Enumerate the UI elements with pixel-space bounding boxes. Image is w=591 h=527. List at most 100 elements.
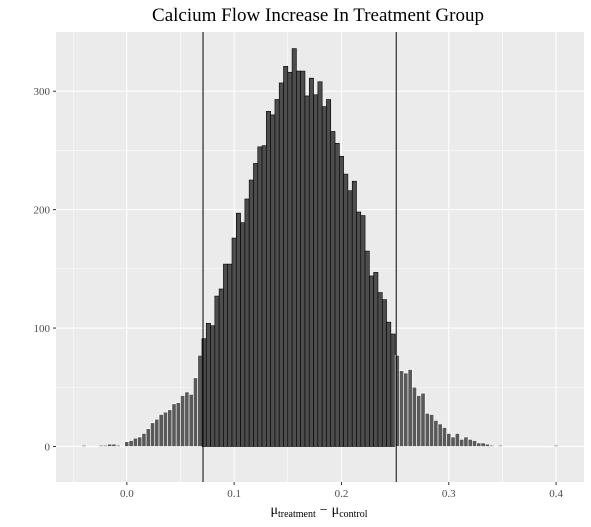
histogram-bar-interval: [244, 198, 250, 447]
y-axis-ticks: 0 100 200 300: [34, 86, 56, 453]
histogram-bar-interval: [351, 180, 357, 447]
x-tick-label: 0.3: [442, 488, 456, 500]
histogram-bar-tail: [141, 433, 147, 447]
histogram-bar-tail: [403, 372, 409, 447]
histogram-bar-tail: [536, 446, 542, 448]
histogram-bar-interval: [210, 325, 216, 447]
histogram-bar-tail: [472, 440, 477, 447]
histogram-bar-tail: [463, 436, 469, 447]
histogram-bar-tail: [407, 369, 413, 447]
histogram-bar-tail: [420, 392, 426, 447]
x-axis-label-symbol-2: μ: [332, 503, 340, 518]
histogram-bar-interval: [235, 212, 241, 447]
x-axis-label-subscript-treatment: treatment: [278, 509, 316, 520]
histogram-bar-interval: [257, 146, 263, 447]
histogram-bar-tail: [150, 422, 156, 447]
histogram-bar-interval: [214, 295, 220, 447]
histogram-bar-tail: [532, 446, 538, 448]
histogram-bar-tail: [411, 386, 417, 447]
histogram-bar-interval: [369, 275, 374, 447]
chart-title: Calcium Flow Increase In Treatment Group: [152, 5, 484, 26]
histogram-bar-tail: [467, 439, 473, 447]
histogram-bar-tail: [115, 444, 121, 447]
x-axis-label-operator: −: [320, 503, 328, 518]
histogram-bar-tail: [519, 446, 525, 448]
reference-lines: [202, 32, 397, 482]
histogram-bar-tail: [175, 402, 181, 447]
histogram-bar-interval: [300, 70, 306, 447]
histogram-bar-tail: [540, 446, 546, 448]
histogram-bar-tail: [442, 427, 447, 447]
histogram-bar-tail: [489, 444, 495, 447]
histogram-bar-tail: [120, 446, 125, 448]
x-tick-label: 0.0: [120, 488, 134, 500]
histogram-bar-tail: [523, 446, 529, 448]
y-tick-label: 0: [45, 441, 51, 453]
x-axis-label: μtreatment − μcontrol: [270, 503, 367, 520]
histogram-bar-tail: [553, 444, 559, 447]
histogram-bar-interval: [291, 48, 297, 447]
histogram-bar-interval: [261, 145, 267, 447]
histogram-bar-interval: [377, 292, 383, 447]
histogram-bar-interval: [381, 299, 387, 447]
histogram-bar-tail: [437, 423, 443, 447]
histogram-bar-interval: [283, 66, 289, 447]
y-tick-label: 200: [34, 205, 51, 217]
histogram-bar-tail: [98, 444, 104, 447]
histogram-bar-interval: [205, 323, 211, 447]
histogram-bar-tail: [180, 395, 186, 447]
histogram-bar-interval: [270, 114, 276, 447]
x-tick-label: 0.1: [227, 488, 241, 500]
histogram-bar-interval: [218, 288, 224, 447]
histogram-bar-tail: [515, 446, 520, 448]
histogram-bar-tail: [480, 442, 486, 447]
histogram-bar-interval: [386, 321, 392, 447]
histogram-bar-tail: [506, 446, 512, 448]
histogram-bar-tail: [424, 413, 430, 447]
histogram-bar-tail: [90, 446, 95, 448]
histogram-bar-interval: [253, 163, 259, 447]
histogram-bar-interval: [278, 82, 284, 447]
histogram-bar-tail: [167, 409, 173, 447]
histogram-bar-interval: [339, 156, 344, 447]
histogram-bar-tail: [197, 354, 203, 447]
histogram-bar-tail: [450, 436, 456, 447]
histogram-bar-interval: [373, 272, 379, 447]
histogram-bar-tail: [145, 428, 151, 447]
histogram-bar-interval: [287, 71, 293, 447]
histogram-bar-interval: [390, 333, 396, 447]
histogram-bar-tail: [124, 441, 130, 447]
histogram-bar-interval: [304, 95, 310, 447]
histogram-bar-tail: [454, 433, 460, 447]
histogram-bar-tail: [493, 446, 499, 448]
histogram-bar-interval: [266, 111, 271, 447]
histogram-bar-interval: [360, 215, 366, 447]
histogram-bar-interval: [356, 211, 362, 447]
histogram-bar-tail: [510, 446, 516, 448]
histogram-bar-tail: [184, 391, 190, 447]
x-axis-ticks: 0.0 0.1 0.2 0.3 0.4: [120, 482, 563, 500]
histogram-bar-tail: [545, 446, 550, 448]
histogram-bar-tail: [163, 411, 168, 447]
histogram-bar-interval: [240, 222, 246, 447]
histogram-bar-tail: [399, 370, 405, 447]
histogram-bar-tail: [94, 446, 100, 448]
x-axis-label-symbol: μ: [270, 503, 278, 518]
histogram-bar-interval: [223, 263, 229, 447]
histogram-bar-tail: [85, 446, 91, 448]
histogram-bar-tail: [107, 443, 113, 447]
histogram-bar-tail: [158, 414, 164, 447]
histogram-bars: [81, 48, 559, 448]
histogram-bar-interval: [347, 190, 353, 447]
histogram-bar-tail: [111, 443, 117, 447]
histogram-bar-tail: [81, 444, 87, 447]
histogram-bar-interval: [364, 250, 370, 447]
histogram-bar-tail: [154, 418, 160, 447]
histogram-bar-tail: [459, 439, 465, 447]
y-tick-label: 100: [34, 323, 51, 335]
histogram-bar-interval: [326, 99, 332, 447]
histogram-bar-tail: [193, 377, 198, 447]
histogram-bar-tail: [446, 433, 452, 447]
histogram-bar-tail: [484, 443, 490, 447]
histogram-bar-interval: [313, 94, 319, 447]
